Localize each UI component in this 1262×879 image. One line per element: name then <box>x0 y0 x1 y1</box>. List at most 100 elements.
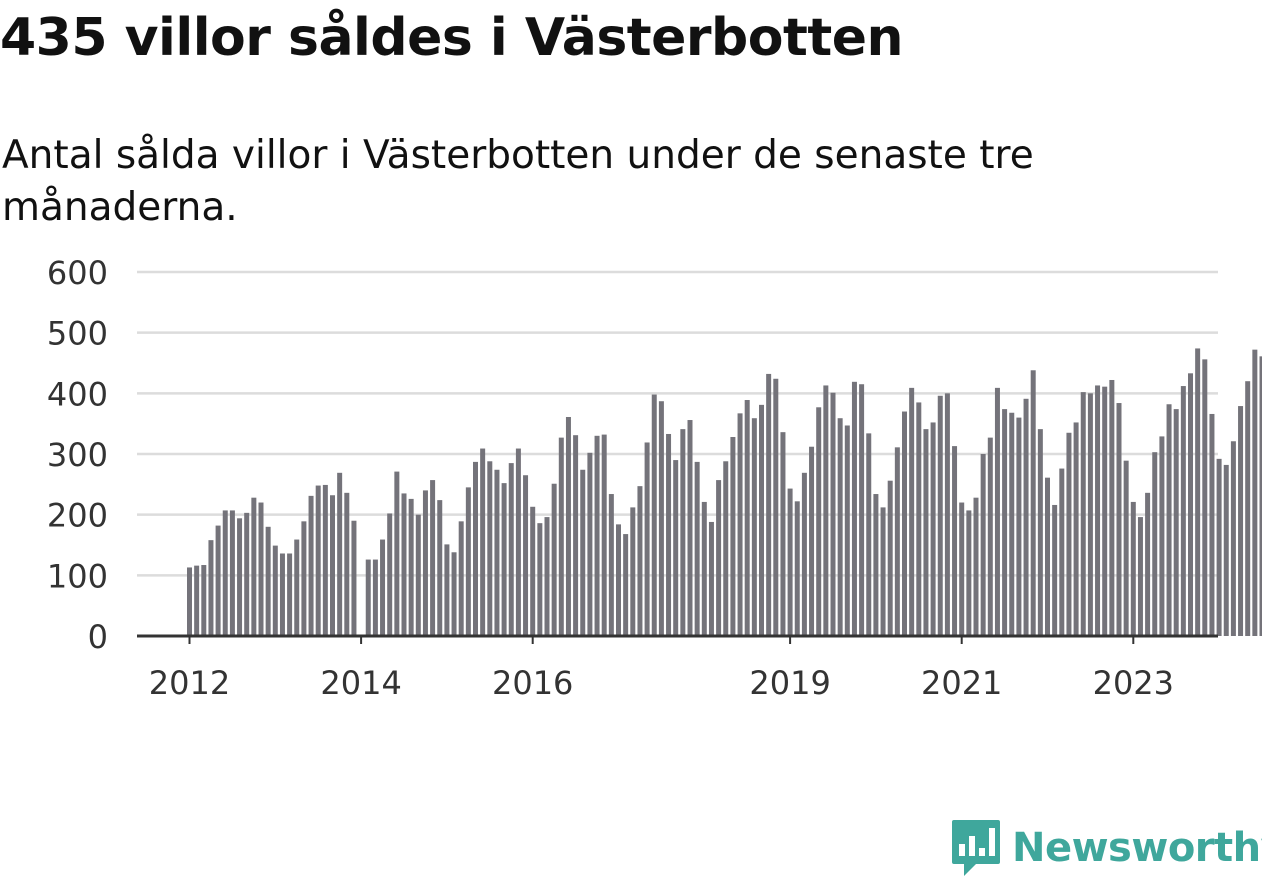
bar <box>444 544 450 636</box>
bar <box>887 480 893 636</box>
bar <box>1016 417 1022 636</box>
bar <box>866 433 872 636</box>
bar <box>623 534 629 636</box>
x-tick-label: 2014 <box>320 664 401 702</box>
bar <box>337 472 343 636</box>
bar <box>766 373 772 636</box>
bar <box>437 500 443 636</box>
bar <box>558 437 564 636</box>
bar <box>265 526 271 636</box>
bar <box>387 513 393 636</box>
bar <box>1166 404 1172 636</box>
bar <box>487 461 493 636</box>
bar <box>723 461 729 636</box>
bar <box>537 523 543 636</box>
bar <box>716 480 722 636</box>
bar <box>637 486 643 636</box>
bar <box>909 387 915 636</box>
bar <box>201 565 207 636</box>
bar <box>694 461 700 636</box>
bar <box>451 552 457 636</box>
bar-chart-badge-icon <box>952 820 1000 876</box>
bar <box>937 395 943 636</box>
bar <box>229 510 235 636</box>
bar <box>523 475 529 636</box>
bar <box>494 469 500 636</box>
bar <box>673 460 679 636</box>
bar <box>794 501 800 636</box>
bar <box>394 471 400 636</box>
bar <box>287 553 293 636</box>
bar <box>508 463 514 636</box>
bar <box>980 454 986 636</box>
bar <box>501 483 507 636</box>
bar <box>1195 348 1201 636</box>
bar <box>944 393 950 636</box>
bar <box>644 442 650 636</box>
bar <box>1002 409 1008 636</box>
y-tick-label: 300 <box>47 436 108 474</box>
bar <box>279 553 285 636</box>
bar <box>708 521 714 636</box>
x-tick-label: 2023 <box>1093 664 1174 702</box>
bar <box>573 435 579 636</box>
bar <box>816 407 822 636</box>
y-tick-label: 600 <box>47 254 108 292</box>
bar <box>823 385 829 636</box>
bar <box>1252 349 1258 636</box>
bar <box>480 448 486 636</box>
bar <box>515 448 521 636</box>
bar <box>1152 452 1158 636</box>
bar <box>744 400 750 636</box>
bar <box>322 484 328 636</box>
bars <box>187 348 1262 636</box>
bar <box>1223 464 1229 636</box>
bar <box>730 437 736 636</box>
bar <box>272 545 278 636</box>
bar <box>894 447 900 636</box>
bar <box>187 567 192 636</box>
bar <box>237 518 243 636</box>
bar <box>666 433 672 636</box>
bar <box>608 494 614 636</box>
bar <box>465 487 471 636</box>
bar <box>880 507 886 636</box>
bar <box>1216 458 1222 636</box>
bar <box>294 539 300 636</box>
bar <box>1037 429 1043 636</box>
bar <box>380 539 386 636</box>
bar <box>194 565 200 636</box>
bar <box>1159 436 1165 636</box>
bar <box>616 524 621 636</box>
y-axis-ticks: 0 100 200 300 400 500 600 <box>47 254 108 656</box>
bar <box>1137 517 1143 636</box>
bar <box>851 381 857 636</box>
bar <box>244 512 250 636</box>
bar <box>1052 504 1058 636</box>
bar <box>401 493 407 636</box>
bar <box>1009 412 1015 636</box>
chart-title: 435 villor såldes i Västerbotten <box>0 8 904 68</box>
bar <box>787 488 793 636</box>
bar <box>258 502 264 636</box>
bar <box>1066 432 1072 636</box>
bar <box>1173 409 1179 636</box>
bar <box>1188 373 1193 636</box>
y-tick-label: 100 <box>47 557 108 595</box>
bar <box>773 378 779 636</box>
bar <box>973 497 979 636</box>
bar <box>430 480 436 636</box>
bar <box>994 387 1000 636</box>
bar <box>801 472 807 636</box>
bar <box>680 429 686 636</box>
bar <box>737 413 743 636</box>
bar <box>837 418 843 636</box>
bar <box>344 492 350 636</box>
bar <box>759 404 764 636</box>
bar <box>1202 359 1208 636</box>
bar <box>1095 385 1101 636</box>
bar <box>1130 501 1136 636</box>
bar <box>315 485 321 636</box>
bar <box>751 418 757 636</box>
y-tick-label: 0 <box>88 618 108 656</box>
